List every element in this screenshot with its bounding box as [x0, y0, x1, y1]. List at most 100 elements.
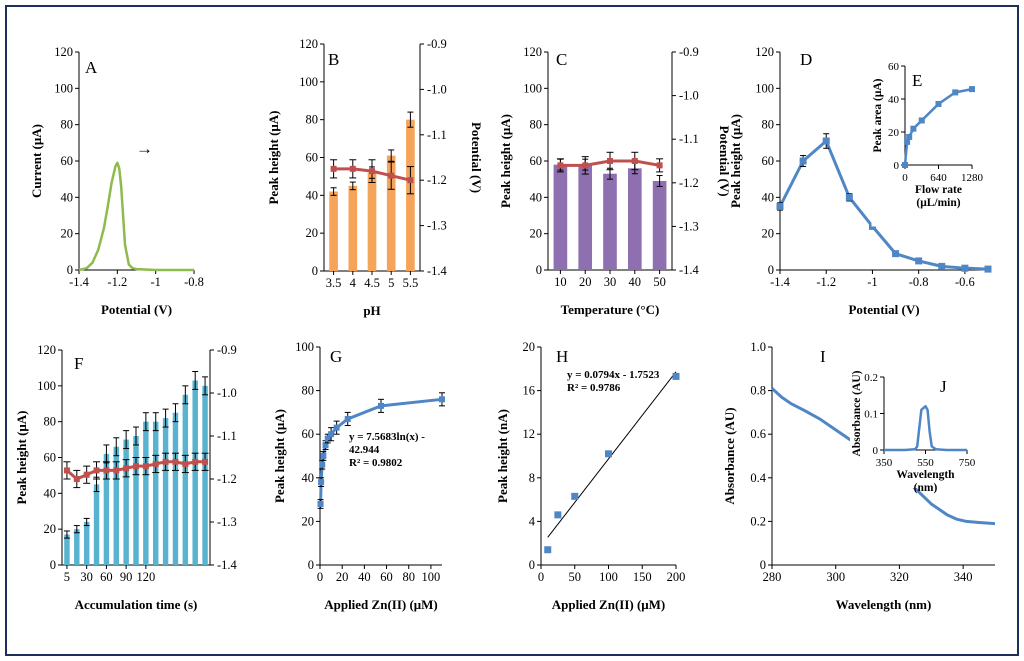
F-bar	[83, 522, 90, 565]
E-ytick-label: 40	[888, 94, 900, 106]
D-xtick-label: -1.2	[816, 275, 836, 289]
G-data-point	[328, 431, 335, 438]
C-y2tick-label: -1.2	[679, 176, 699, 190]
B-potential-point	[369, 168, 375, 175]
F-xtick-label: 60	[100, 570, 113, 584]
J-ytick-label: 0.1	[864, 409, 878, 421]
B-panel-letter: B	[328, 50, 339, 69]
F-bar	[192, 380, 198, 565]
A-ytick-label: 0	[67, 263, 73, 277]
J-x-label: Wavelength	[896, 469, 955, 481]
I-y-label: Absorbance (AU)	[722, 407, 737, 504]
C-ytick-label: 40	[530, 190, 543, 204]
F-potential-point	[93, 467, 100, 474]
F-potential-point	[162, 458, 169, 465]
I-xtick-label: 300	[826, 570, 845, 584]
F-bar	[182, 394, 189, 565]
G-ytick-label: 80	[302, 384, 315, 398]
D-ytick-label: 100	[755, 81, 774, 95]
A-x-label: Potential (V)	[101, 302, 172, 317]
G-data-point	[378, 402, 384, 409]
F-potential-point	[63, 467, 70, 474]
G-equation-line: 42.944	[349, 444, 380, 456]
D-ytick-label: 20	[762, 227, 775, 241]
E-data-point	[906, 133, 913, 140]
D-data-point	[845, 193, 853, 201]
F-bar	[123, 439, 129, 565]
E-inset-background	[871, 57, 1005, 227]
F-xtick-label: 5	[64, 570, 70, 584]
A-xtick-label: -1.2	[107, 275, 127, 289]
E-ytick-label: 20	[888, 127, 900, 139]
F-potential-point	[113, 467, 120, 474]
G-equation-line: y = 7.5683ln(x) -	[349, 431, 425, 443]
B-y2tick-label: -1.4	[427, 264, 448, 278]
F-bar	[103, 453, 110, 565]
B-ytick-label: 40	[306, 188, 319, 202]
J-xtick-label: 350	[876, 457, 893, 469]
E-xtick-label: 640	[930, 172, 947, 184]
H-xtick-label: 200	[667, 570, 686, 584]
figure-frame	[5, 5, 1019, 656]
G-data-point	[439, 396, 445, 403]
C-bar	[553, 164, 568, 270]
C-panel-letter: C	[556, 50, 567, 69]
D-xtick-label: -1.4	[770, 275, 791, 289]
D-ytick-label: 60	[762, 154, 775, 168]
F-bar	[172, 412, 179, 565]
C-y2tick-label: -1.0	[679, 89, 699, 103]
G-equation-line: R² = 0.9802	[349, 457, 403, 469]
F-xtick-label: 120	[136, 570, 155, 584]
B-bar	[386, 155, 396, 271]
D-ytick-label: 40	[762, 190, 775, 204]
H-panel-letter: H	[556, 347, 568, 366]
E-data-point	[952, 89, 959, 96]
C-ytick-label: 100	[523, 81, 542, 95]
F-y2tick-label: -0.9	[217, 343, 237, 357]
C-y2tick-label: -1.4	[679, 263, 700, 277]
D-data-point	[961, 264, 969, 272]
J-xtick-label: 750	[959, 457, 976, 469]
I-xtick-label: 280	[763, 570, 782, 584]
F-bar	[133, 436, 139, 565]
I-xtick-label: 320	[890, 570, 909, 584]
E-data-point	[935, 100, 942, 107]
C-xtick-label: 30	[604, 275, 617, 289]
C-potential-point	[582, 162, 589, 169]
E-y-label: Peak area (μA)	[872, 78, 884, 152]
H-ytick-label: 0	[529, 558, 535, 572]
F-x-label: Accumulation time (s)	[75, 597, 198, 612]
C-potential-point	[631, 158, 638, 164]
A-scan-direction-arrow: →	[136, 139, 153, 158]
D-panel-letter: D	[800, 50, 812, 69]
I-ytick-label: 1.0	[750, 340, 766, 354]
C-ytick-label: 120	[523, 45, 542, 59]
G-ytick-label: 100	[295, 340, 314, 354]
H-xtick-label: 0	[538, 570, 544, 584]
F-xtick-label: 90	[120, 570, 133, 584]
G-xtick-label: 80	[402, 570, 415, 584]
F-bar	[162, 418, 169, 565]
B-xtick-label: 5.5	[403, 276, 419, 290]
C-bar	[627, 168, 642, 270]
E-panel-letter: E	[912, 71, 922, 90]
B-y2tick-label: -1.3	[427, 219, 447, 233]
B-ytick-label: 100	[299, 75, 318, 89]
D-data-point	[984, 265, 992, 273]
G-x-label: Applied Zn(II) (μM)	[324, 597, 438, 612]
H-equation-line: R² = 0.9786	[567, 382, 621, 394]
G-xtick-label: 40	[358, 570, 371, 584]
B-ytick-label: 20	[306, 226, 319, 240]
F-potential-point	[172, 458, 179, 465]
B-bar	[406, 119, 415, 272]
G-xtick-label: 60	[380, 570, 393, 584]
B-bar	[329, 191, 338, 271]
A-ytick-label: 100	[54, 81, 73, 95]
H-ytick-label: 4	[529, 514, 536, 528]
A-panel-letter: A	[85, 58, 98, 77]
F-ytick-label: 100	[37, 379, 56, 393]
E-data-point	[910, 125, 917, 132]
A-ytick-label: 40	[61, 190, 74, 204]
D-data-point	[892, 250, 900, 258]
I-ytick-label: 0.6	[750, 427, 766, 441]
